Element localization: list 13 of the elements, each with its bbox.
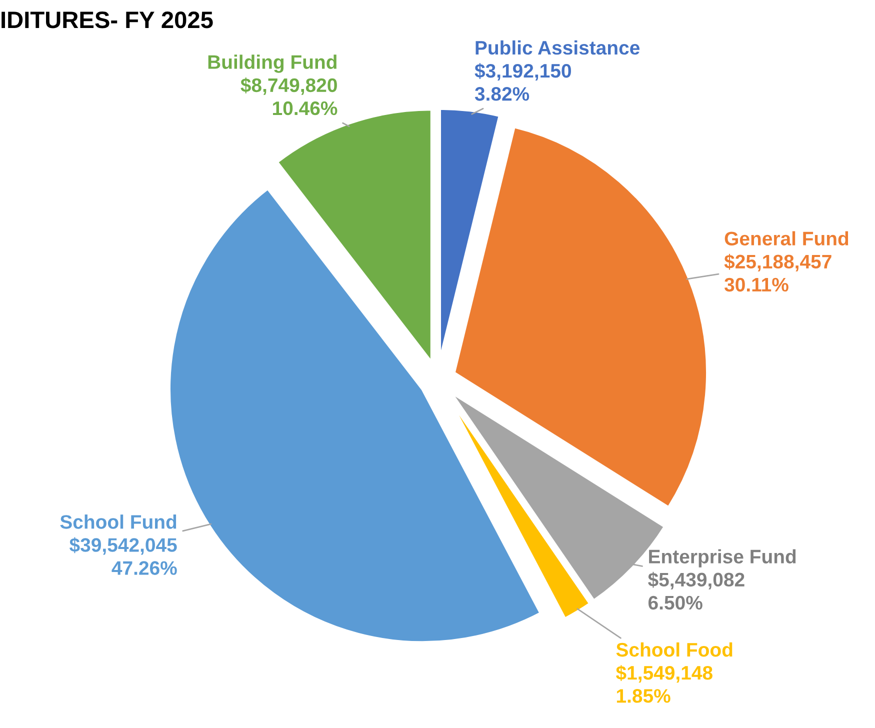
slice-label: Enterprise Fund <box>649 549 796 568</box>
slice-label: General Fund <box>724 231 848 246</box>
data-label: $3,192,150 3.82% <box>474 63 571 101</box>
slice-label: School Food <box>616 642 732 657</box>
data-label: $39,542,045 47.26% <box>70 537 177 575</box>
data-label: $8,749,820 10.46% <box>240 77 338 116</box>
slice-label: Public Assistance <box>476 40 640 55</box>
data-label: $25,188,457 30.11% <box>724 254 832 292</box>
chart-title: IDITURES- FY 2025 <box>2 12 213 28</box>
slice-label: Building Fund <box>208 54 336 73</box>
data-label: $5,439,082 6.50% <box>648 572 744 610</box>
data-label: $1,549,148 1.85% <box>616 665 712 703</box>
slice-label: School Fund <box>60 514 176 529</box>
